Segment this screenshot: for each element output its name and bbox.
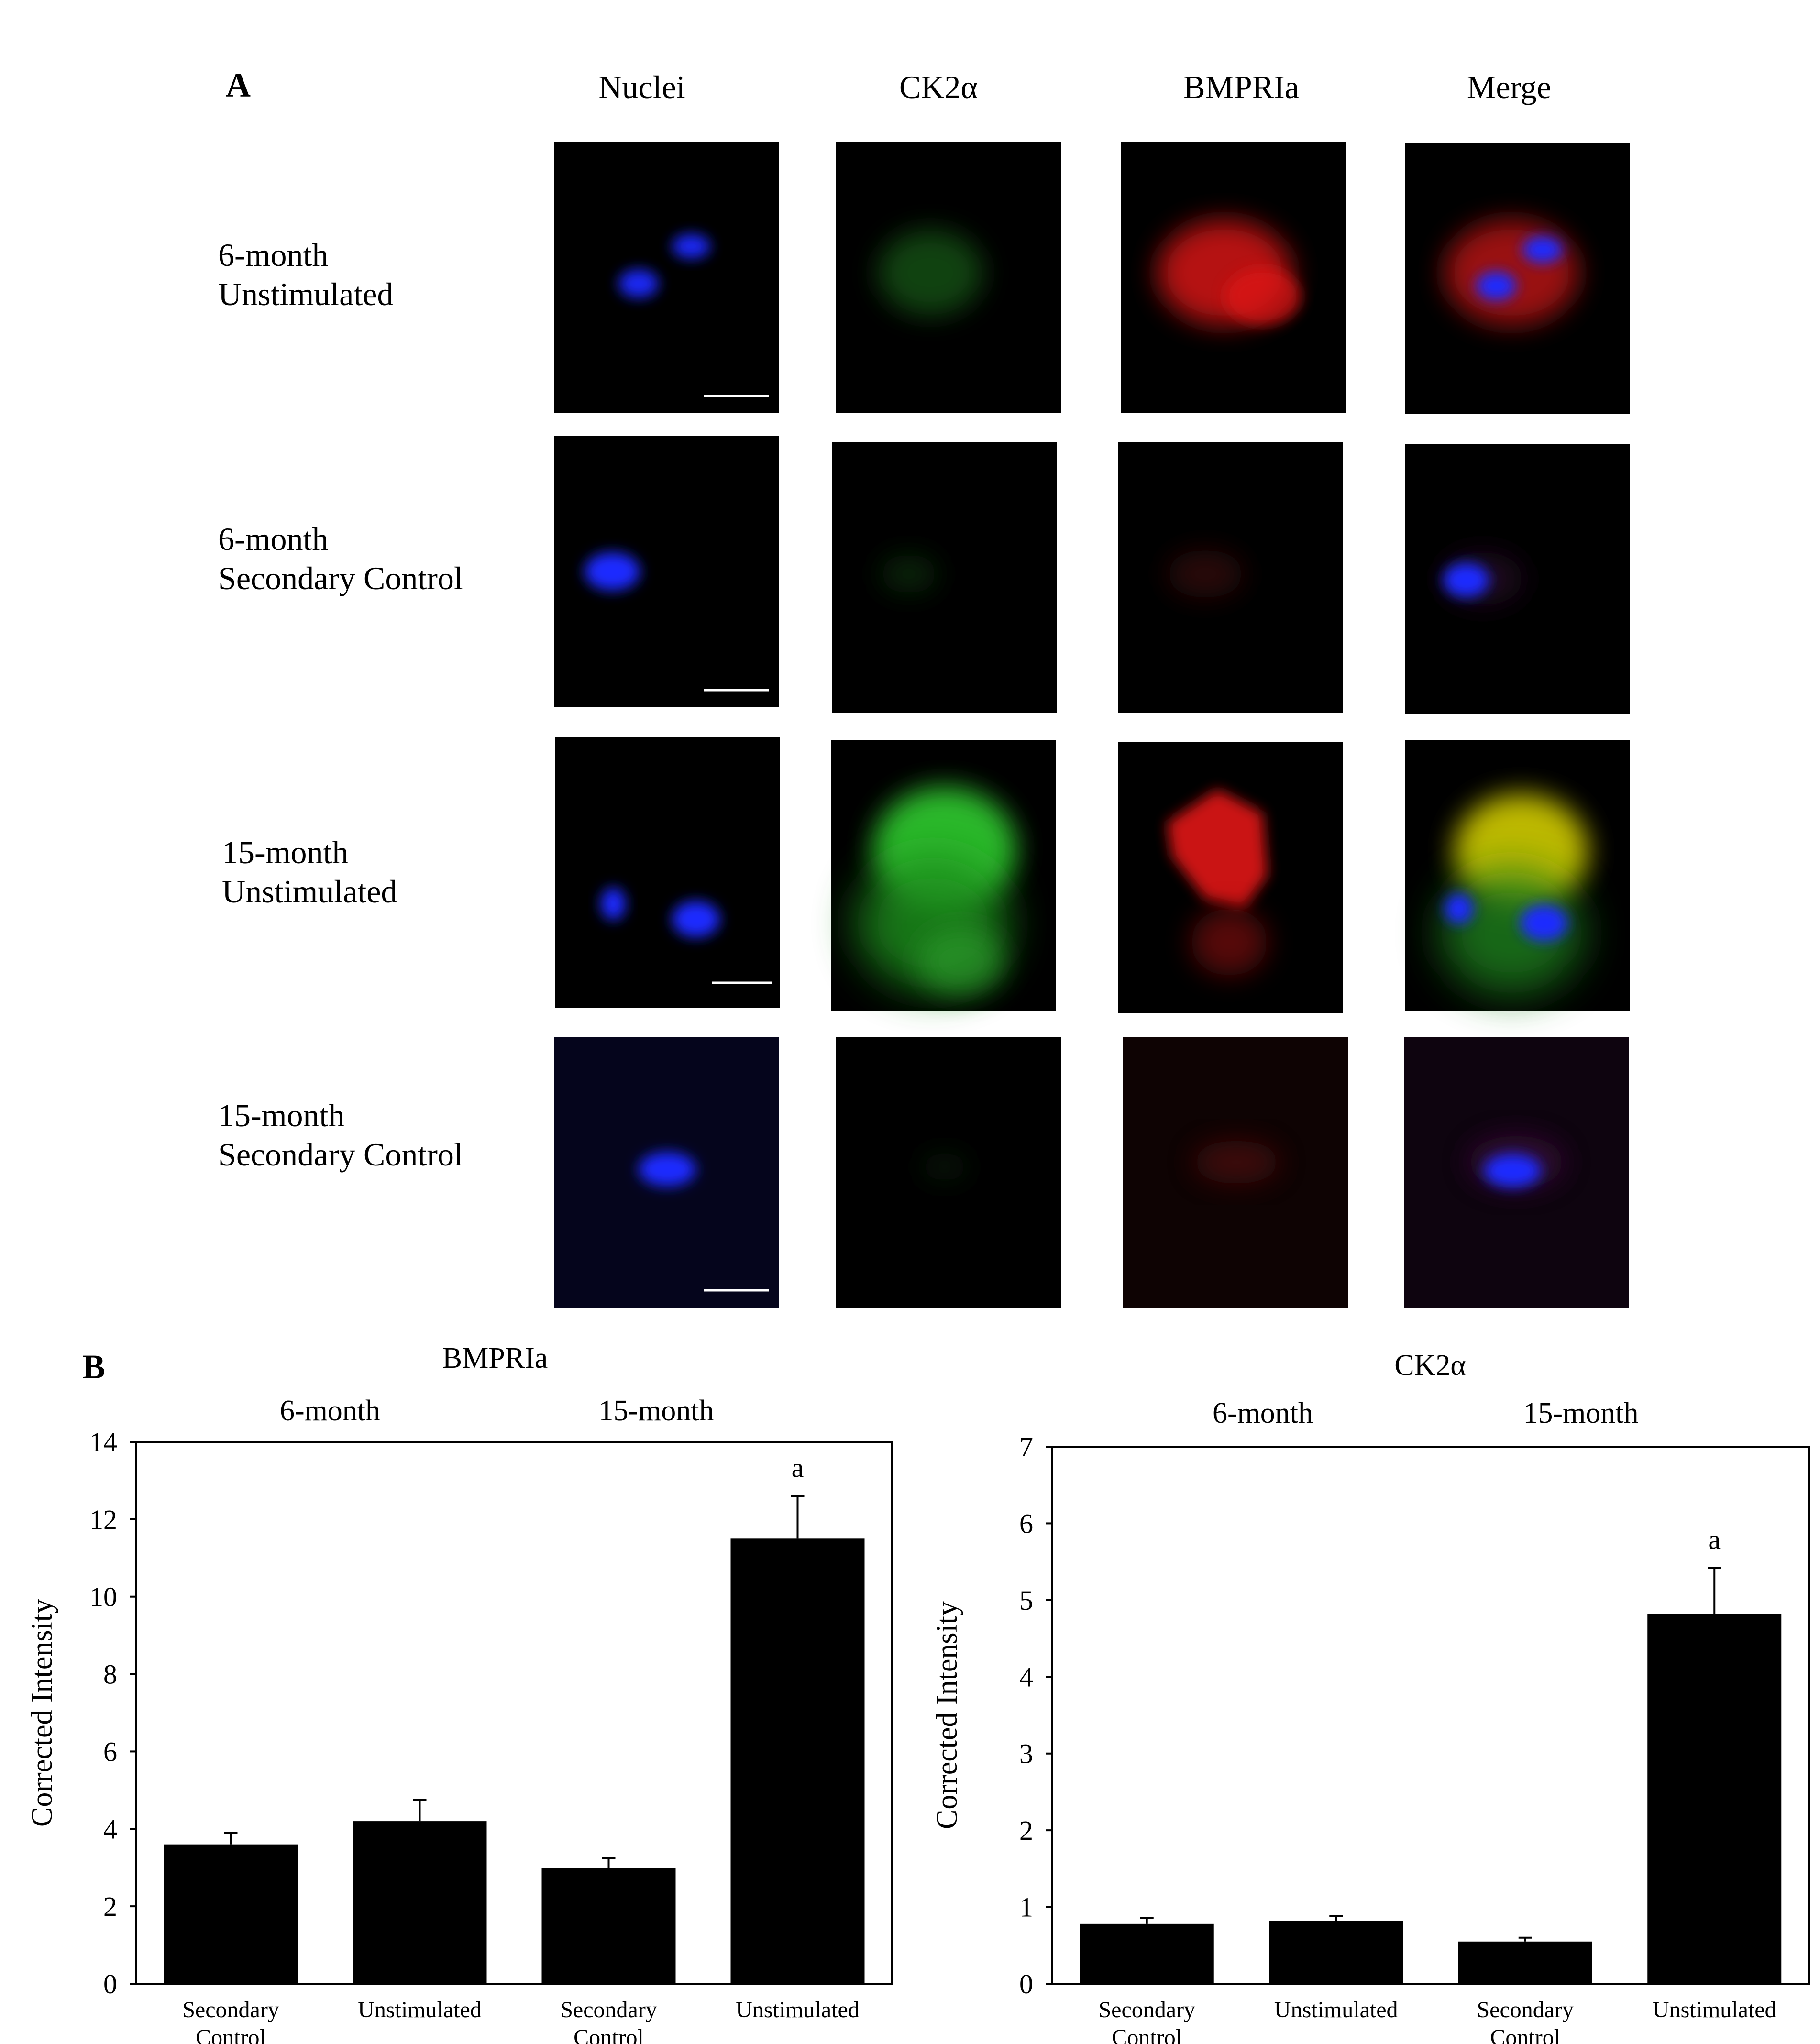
- micrograph-6mo-secctl-merge: [1405, 444, 1630, 714]
- y-tick-label: 6: [103, 1736, 117, 1767]
- micrograph-6mo-secctl-bmpria: [1118, 442, 1343, 713]
- row-label-15mo-unstim-line2: Unstimulated: [222, 873, 397, 910]
- category-label: Unstimulated: [736, 1997, 860, 2022]
- micrograph-6mo-unstim-nuclei: [554, 142, 779, 413]
- category-label: Unstimulated: [358, 1997, 482, 2022]
- y-tick-label: 0: [1019, 1968, 1033, 2000]
- micrograph-15mo-secctl-ck2a: [836, 1037, 1061, 1308]
- category-label: Unstimulated: [1274, 1997, 1398, 2022]
- micrograph-15mo-unstim-merge: [1405, 740, 1630, 1011]
- panel-b: B: [82, 1348, 105, 1386]
- y-tick-label: 6: [1019, 1508, 1033, 1539]
- y-tick-label: 14: [89, 1427, 117, 1458]
- y-tick-label: 4: [1019, 1661, 1033, 1692]
- group-label: 6-month: [280, 1395, 380, 1427]
- bar-chart-bmpria: BMPRIa 6-month 15-month 0 2 4 6 8 10 12 14 Correcte…: [26, 1342, 893, 2044]
- bar: [541, 1868, 676, 1984]
- micrograph-15mo-unstim-nuclei: [555, 737, 780, 1008]
- group-label: 15-month: [1523, 1397, 1638, 1429]
- chart-title: CK2α: [1394, 1349, 1466, 1382]
- significance-label: a: [792, 1452, 804, 1483]
- category-label: Secondary Control: [1477, 1997, 1574, 2044]
- bar: [1269, 1921, 1403, 1984]
- y-tick-label: 7: [1019, 1431, 1033, 1462]
- micrograph-6mo-unstim-bmpria: [1121, 142, 1346, 413]
- row-label-6mo-secctl-line2: Secondary Control: [218, 560, 463, 596]
- bar: [353, 1821, 487, 1984]
- plot-frame: [1051, 1446, 1810, 1985]
- micrograph-15mo-unstim-bmpria: [1118, 742, 1343, 1013]
- bar: [730, 1538, 865, 1984]
- row-label-6mo-secctl-line1: 6-month: [218, 521, 328, 557]
- significance-label: a: [1708, 1524, 1721, 1555]
- bar-chart-ck2a: CK2α 6-month 15-month 0 1 2 3 4 5 6 7 Corrected Int…: [931, 1349, 1810, 2044]
- category-label: Unstimulated: [1653, 1997, 1776, 2022]
- micrograph-6mo-secctl-ck2a: [832, 442, 1057, 713]
- panel-b-letter: B: [82, 1348, 105, 1386]
- bar: [1080, 1923, 1214, 1984]
- y-tick-label: 8: [103, 1659, 117, 1690]
- chart-title: BMPRIa: [442, 1342, 548, 1374]
- row-label-6mo-unstim-line1: 6-month: [218, 237, 328, 273]
- y-tick-label: 12: [89, 1504, 117, 1535]
- bar: [1458, 1941, 1592, 1984]
- row-label-15mo-unstim-line1: 15-month: [222, 834, 348, 870]
- y-axis-label: Corrected Intensity: [26, 1599, 58, 1827]
- category-label: Secondary Control: [182, 1997, 279, 2044]
- micrograph-15mo-unstim-ck2a: [831, 740, 1056, 1011]
- y-tick-label: 2: [1019, 1815, 1033, 1846]
- plot-frame: [135, 1441, 893, 1985]
- row-label-15mo-secctl-line2: Secondary Control: [218, 1136, 463, 1173]
- bar: [1647, 1614, 1782, 1984]
- micrograph-15mo-secctl-nuclei: [554, 1037, 779, 1308]
- micrograph-6mo-secctl-nuclei: [554, 436, 779, 707]
- panel-a-letter: A: [226, 66, 251, 104]
- micrograph-6mo-unstim-ck2a: [836, 142, 1061, 413]
- group-label: 15-month: [598, 1395, 714, 1427]
- y-tick-label: 5: [1019, 1585, 1033, 1616]
- y-tick-label: 10: [89, 1582, 117, 1613]
- y-tick-label: 4: [103, 1813, 117, 1845]
- bar: [164, 1844, 298, 1984]
- category-label: Secondary Control: [560, 1997, 657, 2044]
- column-header-ck2a: CK2α: [899, 69, 978, 105]
- micrograph-15mo-secctl-merge: [1404, 1037, 1629, 1308]
- micrograph-15mo-secctl-bmpria: [1123, 1037, 1348, 1308]
- group-label: 6-month: [1213, 1397, 1313, 1429]
- micrograph-6mo-unstim-merge: [1405, 143, 1630, 414]
- y-tick-label: 2: [103, 1891, 117, 1922]
- y-axis-label: Corrected Intensity: [931, 1601, 963, 1829]
- y-tick-label: 0: [103, 1968, 117, 2000]
- category-label: Secondary Control: [1098, 1997, 1195, 2044]
- row-label-6mo-unstim-line2: Unstimulated: [218, 276, 393, 312]
- column-header-merge: Merge: [1467, 69, 1551, 105]
- y-tick-label: 3: [1019, 1738, 1033, 1769]
- column-header-bmpria: BMPRIa: [1183, 69, 1299, 105]
- column-header-nuclei: Nuclei: [598, 69, 685, 105]
- y-tick-label: 1: [1019, 1892, 1033, 1923]
- row-label-15mo-secctl-line1: 15-month: [218, 1097, 344, 1133]
- panel-a: A Nuclei CK2α BMPRIa Merge 6-month Unsti…: [218, 66, 1630, 1308]
